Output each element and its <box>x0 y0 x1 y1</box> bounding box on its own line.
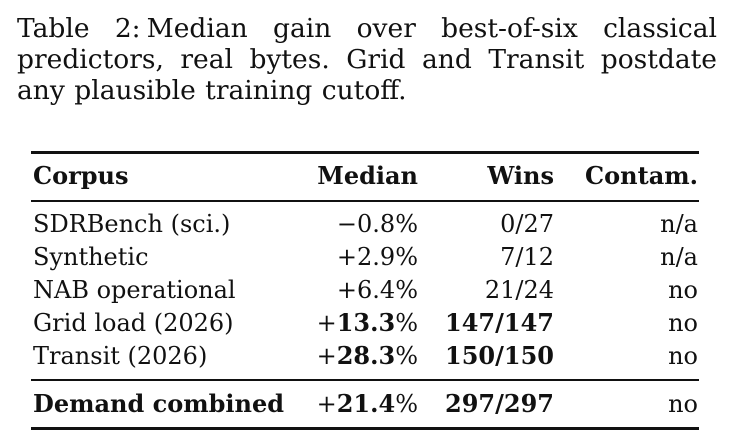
corpus-cell: Synthetic <box>33 243 149 271</box>
total-contam-cell: no <box>668 390 698 418</box>
corpus-cell: Transit (2026) <box>33 342 208 370</box>
median-cell: +13.3% <box>316 308 418 337</box>
wins-cell: 150/150 <box>445 341 554 370</box>
top-rule <box>31 151 699 154</box>
wins-cell: 147/147 <box>445 308 554 337</box>
median-cell: +28.3% <box>316 341 418 370</box>
median-cell: +2.9% <box>336 243 418 271</box>
total-corpus-cell: Demand combined <box>33 389 285 418</box>
median-cell: +6.4% <box>336 276 418 304</box>
caption-text: Median gain over best-of-six classical p… <box>17 13 717 106</box>
bottom-rule <box>31 427 699 430</box>
median-cell: −0.8% <box>336 210 418 238</box>
total-median-cell: +21.4% <box>316 389 418 418</box>
header-contam: Contam. <box>585 161 698 190</box>
contam-cell: n/a <box>660 243 698 271</box>
wins-cell: 7/12 <box>500 243 554 271</box>
header-median: Median <box>317 161 418 190</box>
header-rule <box>31 200 699 202</box>
corpus-cell: NAB operational <box>33 276 236 304</box>
wins-cell: 21/24 <box>484 276 554 304</box>
wins-cell: 0/27 <box>500 210 554 238</box>
header-wins: Wins <box>487 161 554 190</box>
table-caption: Table 2: Median gain over best-of-six cla… <box>17 13 717 106</box>
header-corpus: Corpus <box>33 161 129 190</box>
caption-label: Table 2: <box>17 13 141 44</box>
total-wins-cell: 297/297 <box>445 389 554 418</box>
contam-cell: no <box>668 342 698 370</box>
total-rule <box>31 379 699 381</box>
corpus-cell: SDRBench (sci.) <box>33 210 231 238</box>
corpus-cell: Grid load (2026) <box>33 309 234 337</box>
contam-cell: n/a <box>660 210 698 238</box>
contam-cell: no <box>668 276 698 304</box>
contam-cell: no <box>668 309 698 337</box>
